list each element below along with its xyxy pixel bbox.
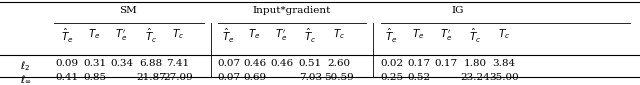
Text: $T_e'$: $T_e'$ [115,27,128,43]
Text: $T_e$: $T_e$ [248,27,261,41]
Text: 1.80: 1.80 [463,59,486,68]
Text: 0.69: 0.69 [243,73,266,82]
Text: $T_e$: $T_e$ [88,27,101,41]
Text: 50.59: 50.59 [324,73,354,82]
Text: -: - [280,73,284,82]
Text: $\ell_\infty$: $\ell_\infty$ [20,73,31,85]
Text: 7.03: 7.03 [299,73,322,82]
Text: 0.46: 0.46 [270,59,293,68]
Text: $T_e'$: $T_e'$ [275,27,288,43]
Text: 0.52: 0.52 [407,73,430,82]
Text: 0.46: 0.46 [243,59,266,68]
Text: 0.25: 0.25 [380,73,403,82]
Text: 21.87: 21.87 [136,73,166,82]
Text: $T_e'$: $T_e'$ [440,27,452,43]
Text: $\hat{T}_e$: $\hat{T}_e$ [61,27,74,45]
Text: $T_c$: $T_c$ [172,27,184,41]
Text: 23.24: 23.24 [460,73,490,82]
Text: 35.00: 35.00 [489,73,518,82]
Text: 0.07: 0.07 [217,59,240,68]
Text: Input*gradient: Input*gradient [252,6,330,15]
Text: 0.85: 0.85 [83,73,106,82]
Text: 7.41: 7.41 [166,59,189,68]
Text: 0.17: 0.17 [407,59,430,68]
Text: -: - [120,73,124,82]
Text: $\hat{T}_c$: $\hat{T}_c$ [145,27,157,45]
Text: 0.09: 0.09 [56,59,79,68]
Text: $T_c$: $T_c$ [333,27,346,41]
Text: $\hat{T}_e$: $\hat{T}_e$ [222,27,235,45]
Text: 0.34: 0.34 [110,59,133,68]
Text: 2.60: 2.60 [328,59,351,68]
Text: SM: SM [119,6,137,15]
Text: -: - [444,73,448,82]
Text: $\ell_2$: $\ell_2$ [20,59,31,73]
Text: 0.02: 0.02 [380,59,403,68]
Text: 0.07: 0.07 [217,73,240,82]
Text: $\hat{T}_c$: $\hat{T}_c$ [468,27,481,45]
Text: 6.88: 6.88 [140,59,163,68]
Text: 0.17: 0.17 [435,59,458,68]
Text: $T_e$: $T_e$ [412,27,425,41]
Text: 0.51: 0.51 [299,59,322,68]
Text: $T_c$: $T_c$ [497,27,510,41]
Text: IG: IG [451,6,464,15]
Text: 0.41: 0.41 [56,73,79,82]
Text: 27.09: 27.09 [163,73,193,82]
Text: $\hat{T}_c$: $\hat{T}_c$ [304,27,317,45]
Text: $\hat{T}_e$: $\hat{T}_e$ [385,27,398,45]
Text: 3.84: 3.84 [492,59,515,68]
Text: 0.31: 0.31 [83,59,106,68]
